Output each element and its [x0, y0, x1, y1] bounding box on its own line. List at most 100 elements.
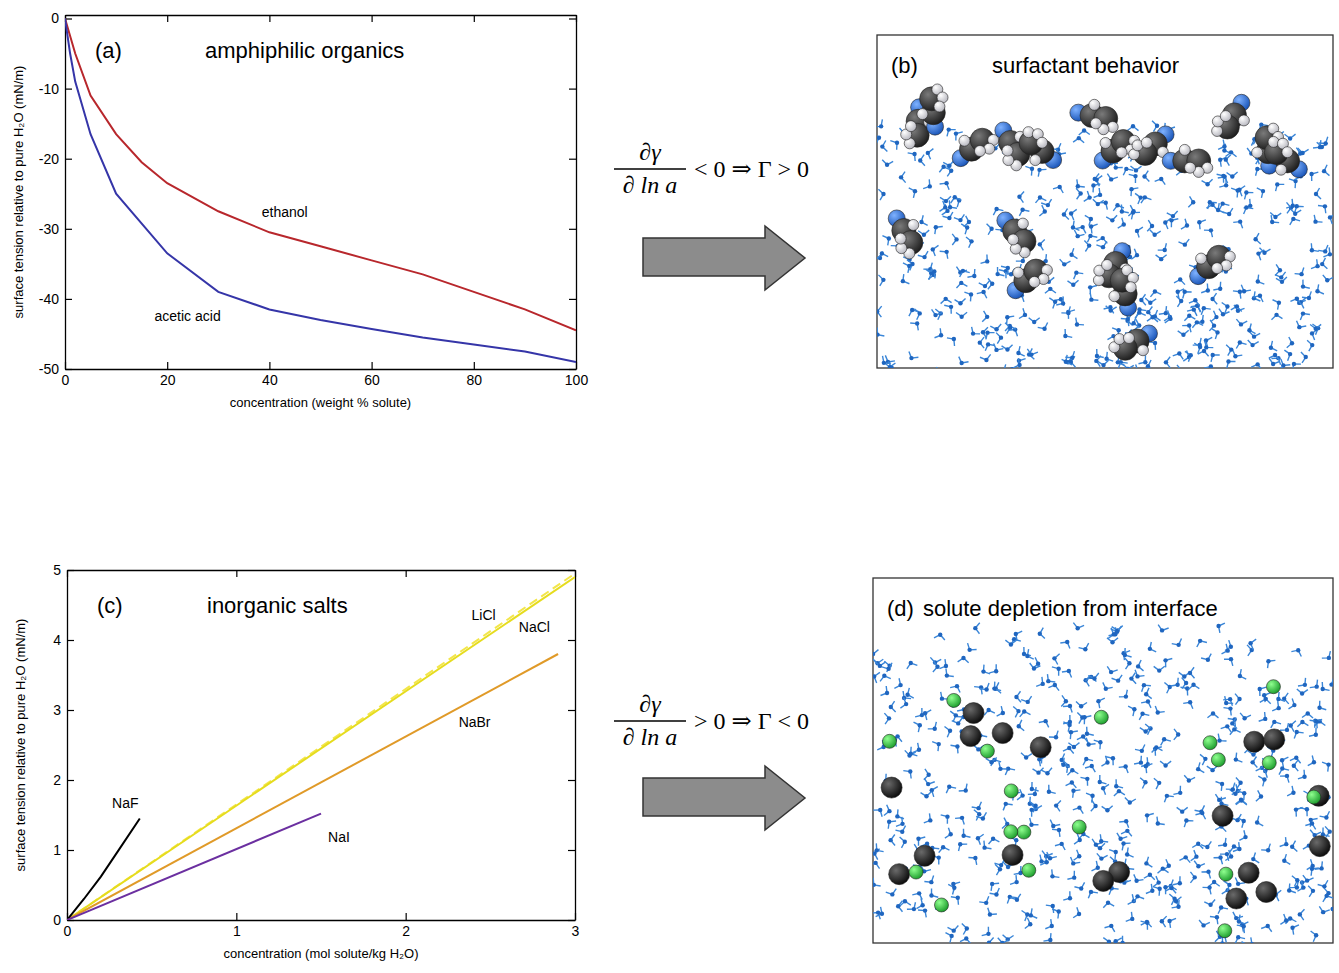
water-oxygen	[1220, 782, 1224, 786]
axis-line	[66, 15, 577, 16]
atom-hydrogen	[1008, 234, 1019, 245]
tick	[569, 229, 576, 230]
water-oxygen	[922, 233, 926, 237]
water-oxygen	[1104, 201, 1108, 205]
panel-title: surfactant behavior	[992, 53, 1179, 78]
tick-mark	[269, 362, 270, 369]
tick-label: 20	[160, 372, 176, 388]
water-oxygen	[943, 205, 947, 209]
tick	[167, 15, 168, 22]
water-oxygen	[1143, 360, 1147, 364]
water-oxygen	[1070, 356, 1074, 360]
water-oxygen	[1041, 682, 1045, 686]
water-oxygen	[1050, 924, 1054, 928]
water-oxygen	[1084, 757, 1088, 761]
water-oxygen	[910, 262, 914, 266]
water-oxygen	[1072, 875, 1076, 879]
water-oxygen	[1310, 343, 1314, 347]
water-oxygen	[929, 880, 933, 884]
water-oxygen	[1262, 777, 1266, 781]
snapshot-frame	[877, 35, 1333, 368]
tick-label: 2	[402, 923, 410, 939]
water-oxygen	[1038, 631, 1042, 635]
water-oxygen	[952, 337, 956, 341]
water-oxygen	[1251, 857, 1255, 861]
water-oxygen	[1157, 887, 1161, 891]
tick	[569, 299, 576, 300]
water-oxygen	[1251, 752, 1255, 756]
water-oxygen	[1227, 883, 1231, 887]
water-oxygen	[1309, 172, 1313, 176]
water-oxygen	[964, 788, 968, 792]
water-oxygen	[1082, 128, 1086, 132]
water-oxygen	[1204, 345, 1208, 349]
water-oxygen	[1096, 699, 1100, 703]
water-oxygen	[1294, 730, 1298, 734]
water-oxygen	[1132, 707, 1136, 711]
water-oxygen	[1323, 204, 1327, 208]
water-oxygen	[1297, 325, 1301, 329]
tick-label: 1	[233, 923, 241, 939]
water-oxygen	[912, 907, 916, 911]
water-oxygen	[1269, 346, 1273, 350]
data-line	[65, 19, 576, 362]
water-oxygen	[1255, 167, 1259, 171]
water-oxygen	[1184, 855, 1188, 859]
water-oxygen	[1001, 711, 1005, 715]
water-oxygen	[949, 305, 953, 309]
water-oxygen	[1074, 270, 1078, 274]
water-oxygen	[1278, 268, 1282, 272]
tick-mark	[67, 920, 74, 921]
atom-hydrogen	[1017, 218, 1028, 229]
atom-hydrogen	[1089, 99, 1100, 110]
water-oxygen	[1106, 900, 1110, 904]
axis-line	[576, 16, 577, 370]
water-oxygen	[1315, 289, 1319, 293]
data-line	[67, 574, 575, 921]
water-oxygen	[1250, 942, 1254, 943]
water-oxygen	[1238, 290, 1242, 294]
water-oxygen	[1050, 874, 1054, 878]
water-oxygen	[1096, 202, 1100, 206]
water-oxygen	[973, 856, 977, 860]
water-oxygen	[888, 365, 892, 368]
snapshot-panel: (d)solute depletion from interface	[867, 578, 1337, 952]
water-oxygen	[1218, 287, 1222, 291]
water-oxygen	[1218, 855, 1222, 859]
water-oxygen	[1014, 695, 1018, 699]
tick-label: -30	[39, 221, 59, 237]
chart-panel: 020406080100-50-40-30-20-100ethanolaceti…	[11, 10, 588, 410]
water-oxygen	[1284, 842, 1288, 846]
water-oxygen	[1125, 852, 1129, 856]
water-oxygen	[985, 259, 989, 263]
axis-line	[67, 571, 68, 921]
water-oxygen	[944, 181, 948, 185]
atom-hydrogen	[1125, 282, 1136, 293]
chart-title: inorganic salts	[207, 593, 348, 618]
water-oxygen	[1178, 791, 1182, 795]
water-oxygen	[1083, 647, 1087, 651]
water-oxygen	[1110, 640, 1114, 644]
water-oxygen	[1205, 845, 1209, 849]
fraction-bar	[614, 720, 686, 721]
tick	[569, 19, 576, 20]
water-oxygen	[1159, 177, 1163, 181]
water-oxygen	[1129, 187, 1133, 191]
water-oxygen	[1150, 224, 1154, 228]
water-oxygen	[1077, 805, 1081, 809]
water-oxygen	[899, 175, 903, 179]
water-oxygen	[1238, 219, 1242, 223]
water-oxygen	[988, 912, 992, 916]
water-oxygen	[1191, 683, 1195, 687]
water-oxygen	[887, 236, 891, 240]
water-oxygen	[1184, 681, 1188, 685]
water-oxygen	[1101, 786, 1105, 790]
water-oxygen	[1065, 640, 1069, 644]
atom-hydrogen	[1029, 276, 1040, 287]
water-oxygen	[1090, 794, 1094, 798]
series-label: LiCl	[471, 607, 495, 623]
water-oxygen	[1191, 200, 1195, 204]
water-oxygen	[944, 250, 948, 254]
water-oxygen	[1307, 296, 1311, 300]
water-oxygen	[1193, 298, 1197, 302]
